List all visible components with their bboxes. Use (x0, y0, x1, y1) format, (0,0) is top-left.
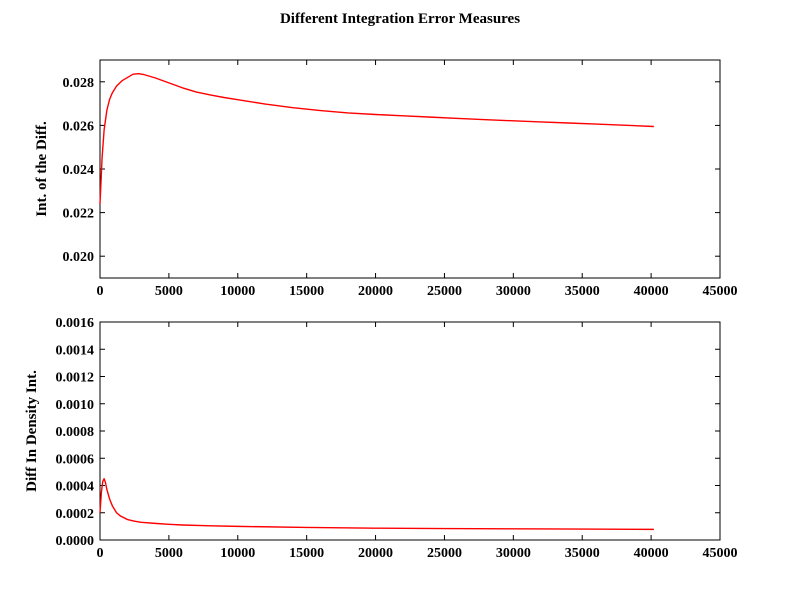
x-tick-label: 35000 (565, 284, 600, 299)
series-line-1 (99, 73, 654, 204)
x-tick-label: 40000 (634, 284, 669, 299)
plot-frame (99, 321, 721, 541)
x-tick-label: 0 (97, 546, 104, 561)
y-tick-label: 0.0002 (56, 507, 95, 522)
x-tick-label: 35000 (565, 546, 600, 561)
figure-title: Different Integration Error Measures (280, 11, 520, 27)
series-line-1 (99, 477, 654, 531)
y-tick-label: 0.028 (63, 76, 95, 91)
x-tick-label: 40000 (634, 546, 669, 561)
x-tick-label: 25000 (427, 284, 462, 299)
y-tick-label: 0.020 (63, 250, 95, 265)
plot-frame (99, 59, 721, 279)
y-tick-label: 0.0008 (56, 425, 95, 440)
y-tick-label: 0.0010 (56, 398, 95, 413)
y-tick-label: 0.0014 (56, 343, 95, 358)
x-tick-label: 5000 (155, 546, 183, 561)
x-tick-label: 10000 (220, 546, 255, 561)
y-tick-label: 0.024 (63, 163, 95, 178)
y-tick-label: 0.0004 (56, 480, 95, 495)
y-tick-label: 0.0012 (56, 371, 95, 386)
x-tick-label: 15000 (289, 284, 324, 299)
y-tick-label: 0.022 (63, 207, 95, 222)
x-tick-label: 0 (97, 284, 104, 299)
y-tick-label: 0.0000 (56, 534, 95, 549)
y-axis-label: Int. of the Diff. (34, 121, 50, 217)
y-tick-label: 0.0006 (56, 452, 95, 467)
chart-panel-1: 0 5000 10000 15000 20000 25000 30000 35000 40000… (34, 59, 738, 299)
x-tick-label: 20000 (358, 284, 393, 299)
x-tick-label: 30000 (496, 284, 531, 299)
y-tick-label: 0.026 (63, 119, 95, 134)
x-tick-label: 30000 (496, 546, 531, 561)
x-tick-label: 45000 (703, 546, 738, 561)
x-tick-label: 5000 (155, 284, 183, 299)
chart-panel-2: 0 5000 10000 15000 20000 25000 30000 35000 40000… (24, 316, 738, 561)
x-tick-label: 10000 (220, 284, 255, 299)
x-tick-label: 20000 (358, 546, 393, 561)
y-tick-label: 0.0016 (56, 316, 95, 331)
x-tick-label: 25000 (427, 546, 462, 561)
x-tick-label: 45000 (703, 284, 738, 299)
y-axis-label: Diff In Density Int. (24, 370, 40, 492)
x-tick-label: 15000 (289, 546, 324, 561)
